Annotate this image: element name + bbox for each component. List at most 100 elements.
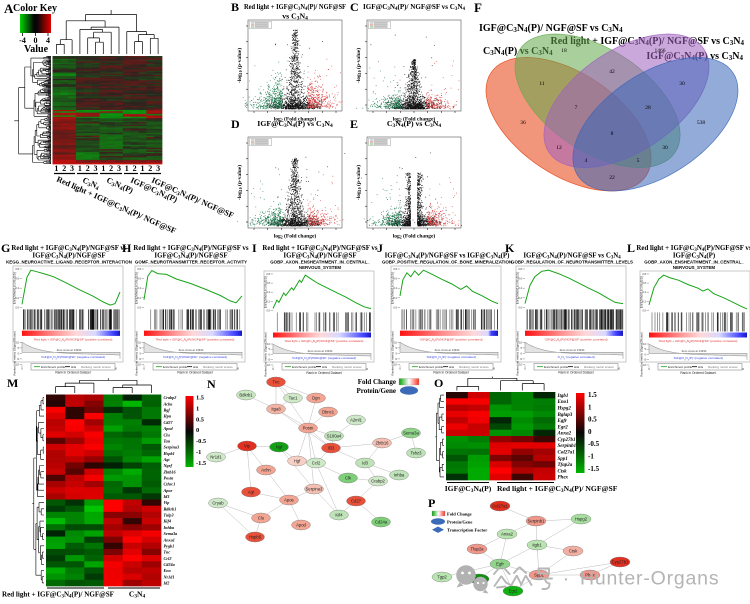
svg-text:0.6: 0.6 [642, 281, 646, 285]
svg-text:Transcription Factor: Transcription Factor [447, 528, 487, 533]
svg-text:Zero cross at 13934: Zero cross at 13934 [179, 348, 204, 352]
svg-text:4: 4 [585, 158, 588, 164]
svg-text:0.0: 0.0 [15, 305, 19, 309]
svg-text:0.8: 0.8 [393, 267, 397, 271]
svg-text:-1.5: -1.5 [588, 465, 600, 473]
svg-text:Tshz3: Tshz3 [411, 451, 423, 456]
svg-text:0.2: 0.2 [15, 296, 19, 300]
svg-text:'Red light + IGF@C3​N4​(P)/NGF: 'Red light + IGF@C3​N4​(P)/NGF@SF' (posi… [34, 337, 113, 342]
svg-text:7: 7 [575, 105, 578, 111]
svg-text:A2ml1: A2ml1 [350, 418, 363, 423]
svg-text:-log10 (p-value): -log10 (p-value) [236, 165, 243, 200]
svg-text:5: 5 [269, 347, 271, 351]
svg-text:0.8: 0.8 [642, 272, 646, 276]
svg-text:Cyp27b1: Cyp27b1 [558, 438, 576, 443]
svg-text:log2 (Fold change): log2 (Fold change) [274, 233, 317, 240]
svg-text:Kif4: Kif4 [335, 513, 343, 518]
svg-text:Enrichment profile: Enrichment profile [544, 365, 569, 369]
svg-text:Apod: Apod [163, 426, 174, 431]
svg-text:-10: -10 [518, 362, 522, 366]
svg-text:2: 2 [86, 164, 90, 173]
svg-text:Hpn: Hpn [163, 414, 172, 419]
svg-text:Clk: Clk [345, 476, 352, 481]
svg-text:Serpinb1: Serpinb1 [528, 519, 545, 524]
svg-text:0.6: 0.6 [393, 277, 397, 281]
svg-text:2: 2 [62, 164, 66, 173]
svg-text:Ranking metric scores: Ranking metric scores [203, 365, 233, 369]
svg-text:Fold Change: Fold Change [447, 512, 472, 517]
svg-text:Zbtb16: Zbtb16 [163, 469, 177, 474]
svg-text:-10: -10 [15, 362, 19, 366]
svg-text:-5: -5 [17, 357, 20, 361]
svg-text:Rgf: Rgf [164, 408, 171, 413]
svg-text:Ranking metric scores: Ranking metric scores [459, 365, 489, 369]
svg-text:0.6: 0.6 [266, 281, 270, 285]
svg-text:0: 0 [21, 366, 23, 370]
svg-text:Serpinb1: Serpinb1 [558, 444, 577, 449]
svg-text:10: 10 [519, 340, 522, 344]
svg-text:Red light + IGF@C3​N4​(P)/NGF@: Red light + IGF@C3​N4​(P)/NGF@SF vs [133, 245, 248, 253]
svg-text:0.0: 0.0 [518, 305, 522, 309]
svg-text:Rank in Ordered Dataset: Rank in Ordered Dataset [177, 370, 212, 374]
svg-text:E: E [350, 117, 358, 131]
svg-text:Tfap2a: Tfap2a [470, 547, 484, 552]
svg-text:Protein/Gene: Protein/Gene [447, 520, 472, 525]
svg-text:538: 538 [697, 120, 706, 126]
svg-text:Enrichment score (ES): Enrichment score (ES) [516, 272, 520, 304]
svg-text:H: H [122, 241, 132, 255]
svg-text:0.5: 0.5 [588, 416, 597, 424]
svg-text:3: 3 [70, 164, 74, 173]
svg-text:28: 28 [645, 105, 651, 111]
svg-text:IGF@C3​N4​(P)/NGF@SF vs IGF@: IGF@C3​N4​(P)/NGF@SF vs IGF@C3​N4​(P) [385, 253, 510, 261]
svg-text:·: · [563, 568, 570, 590]
svg-text:1: 1 [588, 403, 592, 411]
svg-text:Enrichment profile: Enrichment profile [41, 365, 66, 369]
svg-text:5: 5 [396, 346, 398, 350]
svg-text:Anxa1: Anxa1 [163, 537, 175, 542]
svg-text:Zero cross at 13934: Zero cross at 13934 [308, 349, 333, 353]
svg-text:Itgb1: Itgb1 [532, 543, 542, 548]
svg-text:F: F [474, 0, 482, 15]
svg-text:IGF@C3​N4​(P)/NGF@SF vs C3​N: IGF@C3​N4​(P)/NGF@SF vs C3​N4​ [523, 253, 621, 261]
svg-text:10: 10 [394, 340, 397, 344]
svg-text:Color Key: Color Key [13, 3, 57, 14]
svg-text:-5: -5 [395, 357, 398, 361]
svg-text:Ranking metric scores: Ranking metric scores [584, 365, 614, 369]
svg-text:1.5: 1.5 [196, 395, 204, 402]
svg-text:Col27a1: Col27a1 [492, 504, 508, 509]
svg-text:Ranked list metric (Signal2Noi: Ranked list metric (Signal2Noise) [390, 331, 394, 375]
svg-text:Enrichment profile: Enrichment profile [419, 365, 444, 369]
svg-text:0: 0 [524, 366, 526, 370]
svg-text:0.4: 0.4 [15, 286, 19, 290]
svg-text:Vip: Vip [244, 444, 251, 449]
svg-text:-10: -10 [137, 362, 141, 366]
svg-text:'IGF@C3​N4​(P)' (negative corr: 'IGF@C3​N4​(P)' (negative correlated) [426, 355, 476, 360]
svg-text:Red light + IGF@C3​N4​(P)/NGF@: Red light + IGF@C3​N4​(P)/NGF@SF vs [636, 245, 750, 253]
svg-text:Red light + IGF@C3​N4​(P)/NGF@: Red light + IGF@C3​N4​(P)/NGF@SF vs [262, 245, 377, 253]
svg-text:-10: -10 [642, 363, 646, 367]
svg-text:2: 2 [109, 164, 113, 173]
svg-text:Enrichment score (ES): Enrichment score (ES) [391, 272, 395, 304]
svg-text:GOBP_AXON_ENSHEATHMENT_IN_CENT: GOBP_AXON_ENSHEATHMENT_IN_CENTRAL_ [270, 260, 370, 265]
svg-text:0: 0 [140, 351, 142, 355]
svg-text:Fold Change: Fold Change [358, 378, 396, 386]
svg-text:18: 18 [561, 48, 567, 54]
svg-text:Ccl2: Ccl2 [312, 461, 321, 466]
svg-text:Sema3a: Sema3a [403, 431, 419, 436]
svg-text:Hunter-Organs: Hunter-Organs [580, 568, 719, 590]
svg-text:Spp1: Spp1 [534, 573, 544, 578]
svg-text:Id3: Id3 [362, 461, 368, 466]
svg-text:Enrichment score (ES): Enrichment score (ES) [135, 272, 139, 304]
svg-text:3: 3 [94, 164, 98, 173]
svg-text:GOBP_REGULATION_OF_NEUROTRANSM: GOBP_REGULATION_OF_NEUROTRANSMITTER_LEVE… [511, 260, 633, 265]
svg-text:Ctsk: Ctsk [569, 549, 578, 554]
svg-text:0: 0 [399, 366, 401, 370]
svg-text:Cthrc1: Cthrc1 [164, 482, 176, 487]
svg-text:Hspg2: Hspg2 [557, 407, 572, 412]
svg-text:L: L [627, 241, 635, 255]
svg-text:2: 2 [133, 164, 137, 173]
svg-text:-5: -5 [268, 358, 271, 362]
svg-text:'Red light + IGF@C3​N4​(P)/NGF: 'Red light + IGF@C3​N4​(P)/NGF@SF' (posi… [156, 337, 235, 342]
svg-text:Postn: Postn [164, 475, 174, 480]
svg-text:0.8: 0.8 [15, 267, 19, 271]
